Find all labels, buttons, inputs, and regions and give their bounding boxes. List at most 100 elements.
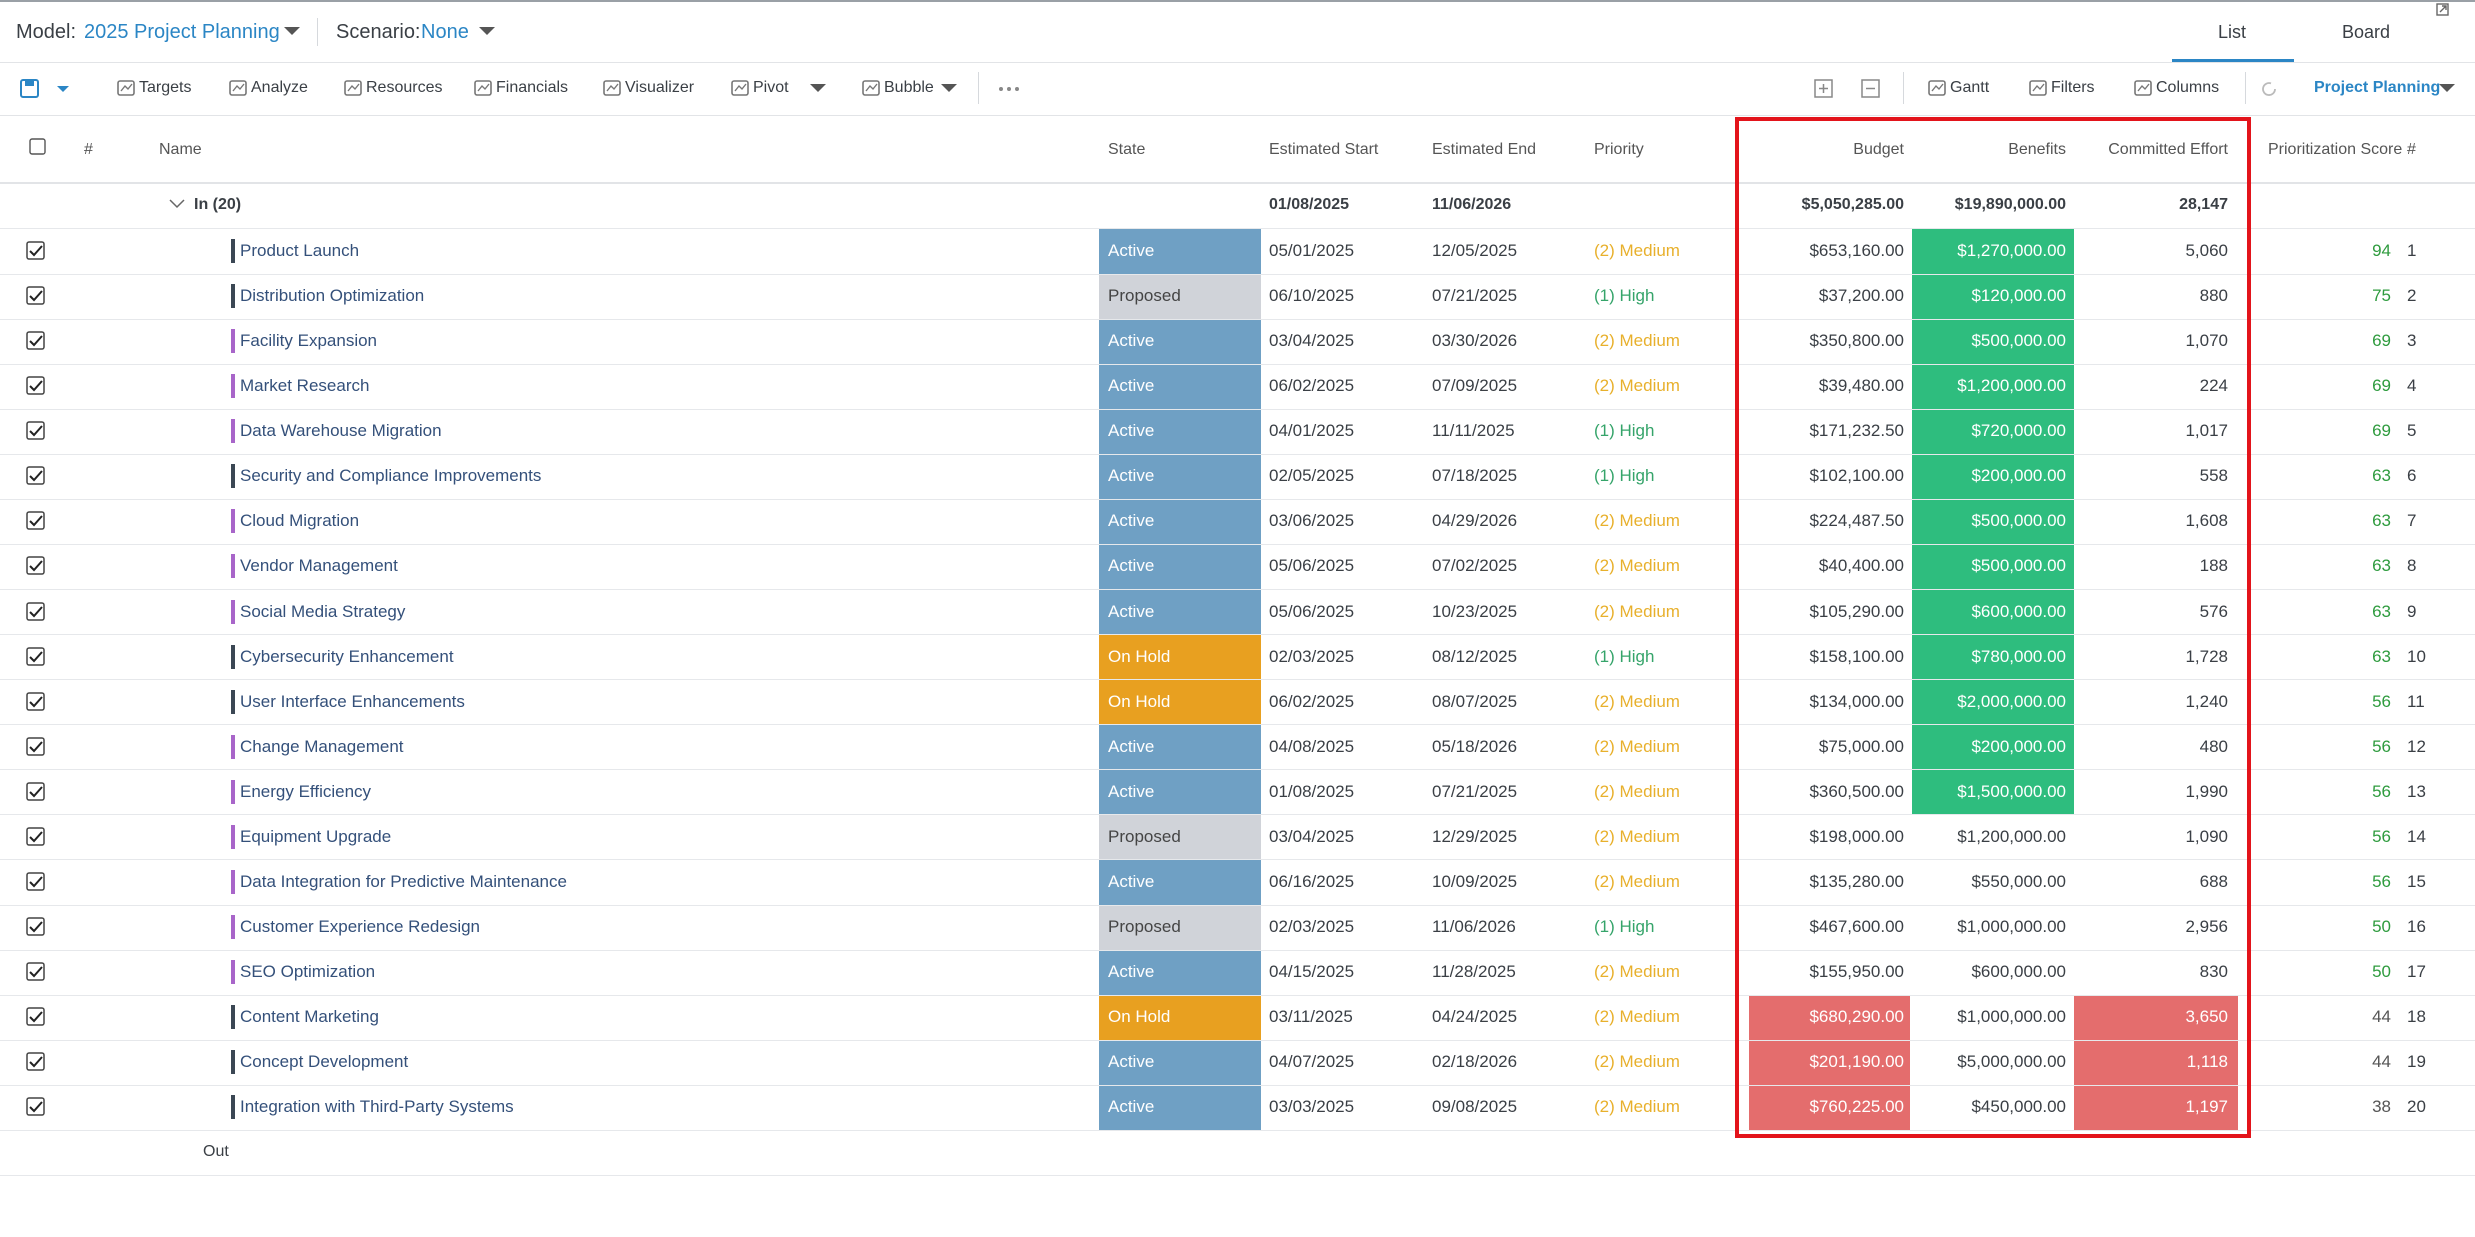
row-checkbox[interactable] xyxy=(25,375,47,397)
row-checkbox[interactable] xyxy=(25,736,47,758)
refresh-icon[interactable] xyxy=(2259,79,2279,99)
view-tab[interactable]: List xyxy=(2217,22,2246,42)
project-name[interactable]: Data Integration for Predictive Maintena… xyxy=(240,871,567,891)
project-name[interactable]: Change Management xyxy=(240,736,404,756)
column-header[interactable]: Priority xyxy=(1594,141,1644,158)
project-name[interactable]: Integration with Third-Party Systems xyxy=(240,1097,514,1117)
group-budget: $5,050,285.00 xyxy=(1801,196,1904,213)
toolbar-icon[interactable] xyxy=(227,77,249,99)
view-tab[interactable]: Board xyxy=(2341,22,2391,42)
prioritization-score: 44 xyxy=(2372,1007,2391,1027)
project-name[interactable]: SEO Optimization xyxy=(240,962,376,982)
toolbar-icon[interactable] xyxy=(1926,77,1948,99)
toolbar-button[interactable]: Columns xyxy=(2156,79,2220,96)
expand-icon[interactable] xyxy=(2435,2,2451,18)
toolbar-icon[interactable] xyxy=(729,77,751,99)
row-checkbox[interactable] xyxy=(25,465,47,487)
model-caret[interactable] xyxy=(281,20,303,42)
column-header[interactable]: Name xyxy=(159,141,202,158)
group-chevron[interactable] xyxy=(168,198,186,210)
row-checkbox[interactable] xyxy=(25,285,47,307)
project-name[interactable]: Concept Development xyxy=(240,1052,409,1072)
toolbar-button[interactable]: Financials xyxy=(496,79,569,96)
column-header[interactable]: Estimated Start xyxy=(1269,141,1379,158)
project-name[interactable]: Distribution Optimization xyxy=(240,286,425,306)
column-header[interactable]: Prioritization Score xyxy=(2268,141,2403,158)
project-name[interactable]: Equipment Upgrade xyxy=(240,826,392,846)
toolbar-icon[interactable] xyxy=(601,77,623,99)
column-header[interactable]: # xyxy=(2407,141,2416,158)
project-name[interactable]: Customer Experience Redesign xyxy=(240,917,481,937)
toolbar-icon[interactable] xyxy=(2132,77,2154,99)
row-checkbox[interactable] xyxy=(25,555,47,577)
toolbar-button[interactable]: Pivot xyxy=(753,79,789,96)
scenario-caret[interactable] xyxy=(476,20,498,42)
project-name[interactable]: Content Marketing xyxy=(240,1007,379,1027)
row-checkbox[interactable] xyxy=(25,240,47,262)
row-checkbox[interactable] xyxy=(25,916,47,938)
project-name[interactable]: Product Launch xyxy=(240,241,360,260)
pivot-caret[interactable] xyxy=(807,77,829,99)
toolbar-button[interactable]: Bubble xyxy=(884,79,934,96)
benefits: $5,000,000.00 xyxy=(1957,1052,2066,1072)
row-checkbox[interactable] xyxy=(25,646,47,668)
state-cell xyxy=(1099,905,1261,950)
project-name[interactable]: Energy Efficiency xyxy=(240,781,372,801)
row-checkbox[interactable] xyxy=(25,826,47,848)
toolbar-button[interactable]: Targets xyxy=(139,79,192,96)
toolbar-button[interactable]: Filters xyxy=(2051,79,2095,96)
effort: 1,118 xyxy=(2186,1052,2228,1072)
view-caret[interactable] xyxy=(2436,77,2458,99)
toolbar-icon[interactable] xyxy=(2027,77,2049,99)
project-name[interactable]: Cybersecurity Enhancement xyxy=(240,646,454,666)
name-marker xyxy=(231,1005,235,1030)
column-header[interactable]: Committed Effort xyxy=(2108,141,2228,158)
expand-all-icon[interactable] xyxy=(1814,79,1834,99)
view-selector[interactable]: Project Planning xyxy=(2314,79,2441,96)
project-name[interactable]: Data Warehouse Migration xyxy=(240,421,442,441)
select-all-checkbox[interactable] xyxy=(29,138,47,156)
toolbar-icon[interactable] xyxy=(342,77,364,99)
bubble-caret[interactable] xyxy=(938,77,960,99)
row-checkbox[interactable] xyxy=(25,871,47,893)
row-checkbox[interactable] xyxy=(25,420,47,442)
column-header[interactable]: # xyxy=(84,141,93,158)
column-header[interactable]: Estimated End xyxy=(1432,141,1537,158)
column-header[interactable]: Benefits xyxy=(2008,141,2066,158)
toolbar-button[interactable]: Visualizer xyxy=(625,79,695,96)
row-checkbox[interactable] xyxy=(25,1051,47,1073)
column-header[interactable]: State xyxy=(1108,141,1146,158)
toolbar-button[interactable]: Analyze xyxy=(251,79,308,96)
effort-highlight xyxy=(2074,1040,2238,1085)
project-name[interactable]: Social Media Strategy xyxy=(240,601,406,621)
save-caret[interactable] xyxy=(56,84,70,94)
scenario-name[interactable]: None xyxy=(421,21,469,43)
project-name[interactable]: Market Research xyxy=(240,376,370,396)
row-checkbox[interactable] xyxy=(25,1006,47,1028)
model-name[interactable]: 2025 Project Planning xyxy=(84,21,280,43)
row-checkbox[interactable] xyxy=(25,601,47,623)
project-name[interactable]: Facility Expansion xyxy=(240,331,378,351)
project-name[interactable]: Security and Compliance Improvements xyxy=(240,466,542,486)
column-header[interactable]: Budget xyxy=(1853,141,1904,158)
project-name[interactable]: User Interface Enhancements xyxy=(240,691,465,711)
effort: 1,090 xyxy=(2185,826,2228,846)
state: Proposed xyxy=(1108,917,1181,937)
toolbar-button[interactable]: Gantt xyxy=(1950,79,1990,96)
budget: $224,487.50 xyxy=(1809,511,1904,531)
collapse-all-icon[interactable] xyxy=(1861,79,1881,99)
row-checkbox[interactable] xyxy=(25,1096,47,1118)
more-icon[interactable] xyxy=(998,86,1022,92)
row-checkbox[interactable] xyxy=(25,510,47,532)
project-name[interactable]: Cloud Migration xyxy=(240,511,360,531)
toolbar-icon[interactable] xyxy=(472,77,494,99)
toolbar-icon[interactable] xyxy=(115,77,137,99)
toolbar-button[interactable]: Resources xyxy=(366,79,443,96)
row-checkbox[interactable] xyxy=(25,691,47,713)
row-checkbox[interactable] xyxy=(25,961,47,983)
project-name[interactable]: Vendor Management xyxy=(240,556,398,576)
save-icon[interactable] xyxy=(19,78,41,100)
row-checkbox[interactable] xyxy=(25,330,47,352)
toolbar-icon[interactable] xyxy=(860,77,882,99)
row-checkbox[interactable] xyxy=(25,781,47,803)
